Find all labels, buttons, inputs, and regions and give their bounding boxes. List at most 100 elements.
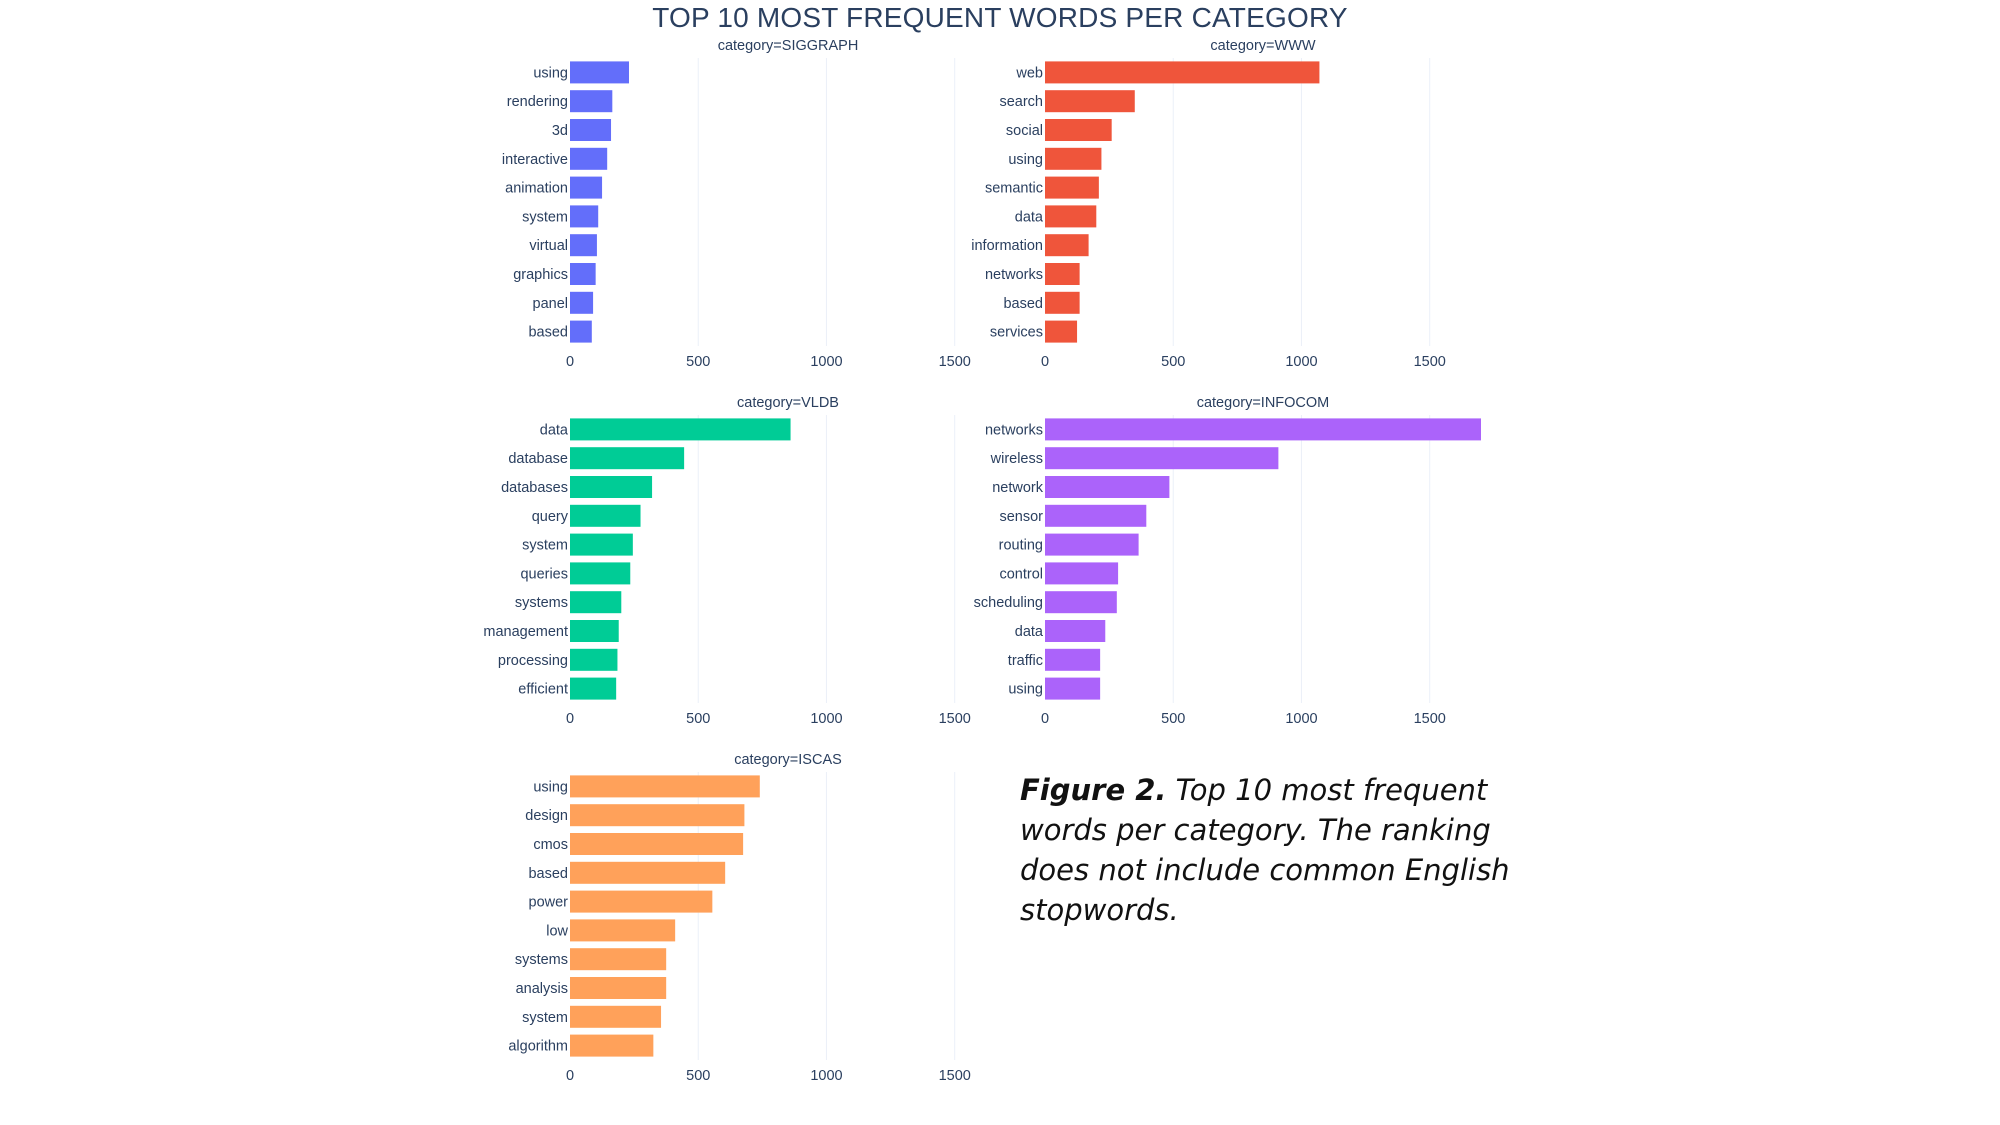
category-label: processing xyxy=(498,653,568,669)
bar xyxy=(570,890,713,913)
bar xyxy=(570,919,676,942)
bar xyxy=(1045,90,1135,113)
bar xyxy=(1045,447,1279,470)
subplot-title-siggraph: category=SIGGRAPH xyxy=(718,38,859,54)
x-tick-label: 500 xyxy=(686,1068,710,1084)
category-label: algorithm xyxy=(508,1039,568,1055)
x-tick-label: 500 xyxy=(1161,354,1185,370)
bar xyxy=(1045,476,1170,498)
bar xyxy=(1045,291,1080,314)
category-label: systems xyxy=(515,952,568,968)
bar xyxy=(570,620,619,642)
bar xyxy=(1045,147,1102,170)
category-label: semantic xyxy=(985,181,1043,197)
category-label: control xyxy=(999,566,1043,582)
bar xyxy=(570,591,622,614)
x-tick-label: 0 xyxy=(1041,711,1049,727)
bar xyxy=(1045,620,1106,642)
category-label: networks xyxy=(985,267,1043,283)
subplot-title-vldb: category=VLDB xyxy=(737,395,839,411)
bar xyxy=(1045,205,1097,228)
bar xyxy=(1045,562,1119,585)
subplot-title-iscas: category=ISCAS xyxy=(734,752,842,768)
category-label: using xyxy=(1008,682,1043,698)
bar xyxy=(570,562,631,585)
bar xyxy=(570,476,653,498)
bar xyxy=(570,119,612,141)
bar xyxy=(1045,320,1078,343)
category-label: graphics xyxy=(513,267,568,283)
bar xyxy=(1045,119,1112,141)
x-tick-label: 500 xyxy=(686,711,710,727)
bar xyxy=(1045,263,1080,285)
bar xyxy=(570,90,613,113)
bar xyxy=(1045,677,1101,700)
category-label: efficient xyxy=(518,682,568,698)
category-label: based xyxy=(528,325,568,341)
category-label: queries xyxy=(520,566,568,582)
bar xyxy=(1045,533,1139,556)
category-label: query xyxy=(532,509,569,525)
bar xyxy=(570,648,618,671)
category-label: data xyxy=(540,422,569,438)
category-label: 3d xyxy=(552,123,568,139)
x-tick-label: 0 xyxy=(566,711,574,727)
subplot-title-www: category=WWW xyxy=(1210,38,1315,54)
x-tick-label: 0 xyxy=(566,354,574,370)
x-tick-label: 1000 xyxy=(1285,711,1317,727)
x-tick-label: 0 xyxy=(1041,354,1049,370)
x-tick-label: 1500 xyxy=(939,1068,971,1084)
bar xyxy=(1045,504,1147,527)
figure-caption: Figure 2. Top 10 most frequent words per… xyxy=(1020,770,1510,930)
bar xyxy=(570,447,685,470)
bar xyxy=(570,977,667,999)
bar xyxy=(570,1005,662,1028)
x-tick-label: 1000 xyxy=(1285,354,1317,370)
bar xyxy=(1045,176,1099,199)
bar xyxy=(1045,61,1320,84)
bar xyxy=(570,320,592,343)
category-label: database xyxy=(508,451,568,467)
category-label: databases xyxy=(501,480,568,496)
category-label: systems xyxy=(515,595,568,611)
bar xyxy=(570,291,594,314)
x-tick-label: 1000 xyxy=(810,711,842,727)
x-tick-label: 1000 xyxy=(810,1068,842,1084)
category-label: using xyxy=(533,65,568,81)
category-label: animation xyxy=(505,181,568,197)
category-label: based xyxy=(528,866,568,882)
category-label: information xyxy=(971,238,1043,254)
category-label: traffic xyxy=(1008,653,1043,669)
bar xyxy=(570,418,791,441)
category-label: low xyxy=(546,923,568,939)
category-label: social xyxy=(1006,123,1043,139)
category-label: networks xyxy=(985,422,1043,438)
x-tick-label: 1500 xyxy=(1414,354,1446,370)
bar xyxy=(570,533,633,556)
bar xyxy=(1045,418,1481,441)
subplot-title-infocom: category=INFOCOM xyxy=(1197,395,1330,411)
bar xyxy=(1045,648,1101,671)
bar xyxy=(570,61,629,84)
page-title: TOP 10 MOST FREQUENT WORDS PER CATEGORY xyxy=(652,2,1348,33)
bar xyxy=(570,205,599,228)
category-label: web xyxy=(1015,65,1043,81)
bar xyxy=(570,176,603,199)
bar xyxy=(570,861,726,884)
category-label: rendering xyxy=(507,94,568,110)
x-tick-label: 1000 xyxy=(810,354,842,370)
caption-text: Top 10 most frequent words per category.… xyxy=(1020,773,1510,927)
category-label: routing xyxy=(999,538,1043,554)
bar xyxy=(570,775,760,798)
category-label: cmos xyxy=(533,837,568,853)
category-label: search xyxy=(999,94,1043,110)
bar xyxy=(570,677,617,700)
category-label: scheduling xyxy=(974,595,1043,611)
x-tick-label: 1500 xyxy=(939,354,971,370)
category-label: power xyxy=(529,895,569,911)
caption-label: Figure 2. xyxy=(1020,773,1167,807)
x-tick-label: 1500 xyxy=(1414,711,1446,727)
bar xyxy=(570,147,608,170)
category-label: data xyxy=(1015,209,1044,225)
